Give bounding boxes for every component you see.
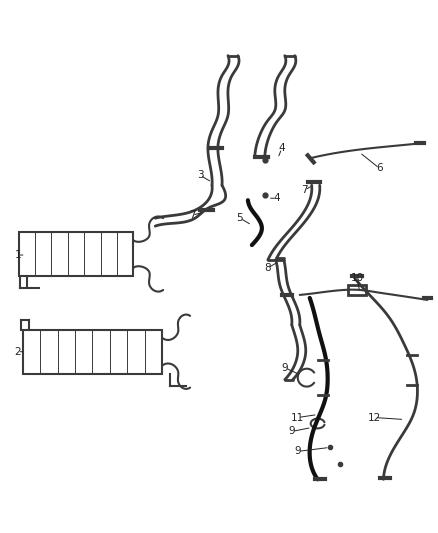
- Text: 6: 6: [376, 163, 383, 173]
- Text: 9: 9: [289, 426, 295, 437]
- Text: 4: 4: [279, 143, 285, 154]
- Bar: [23, 330, 162, 374]
- Text: 11: 11: [291, 413, 304, 423]
- Text: 8: 8: [265, 263, 271, 273]
- Bar: [19, 232, 133, 276]
- Text: 10: 10: [351, 273, 364, 283]
- Text: 7: 7: [301, 185, 308, 195]
- Text: 2: 2: [14, 347, 21, 357]
- Text: 3: 3: [197, 170, 203, 180]
- Text: 9: 9: [294, 447, 301, 456]
- Text: 5: 5: [237, 213, 243, 223]
- Text: 7: 7: [189, 210, 195, 220]
- Bar: [348, 285, 366, 295]
- Text: 9: 9: [282, 362, 288, 373]
- Text: 4: 4: [273, 193, 280, 203]
- Text: 12: 12: [368, 413, 381, 423]
- Text: 1: 1: [14, 250, 21, 260]
